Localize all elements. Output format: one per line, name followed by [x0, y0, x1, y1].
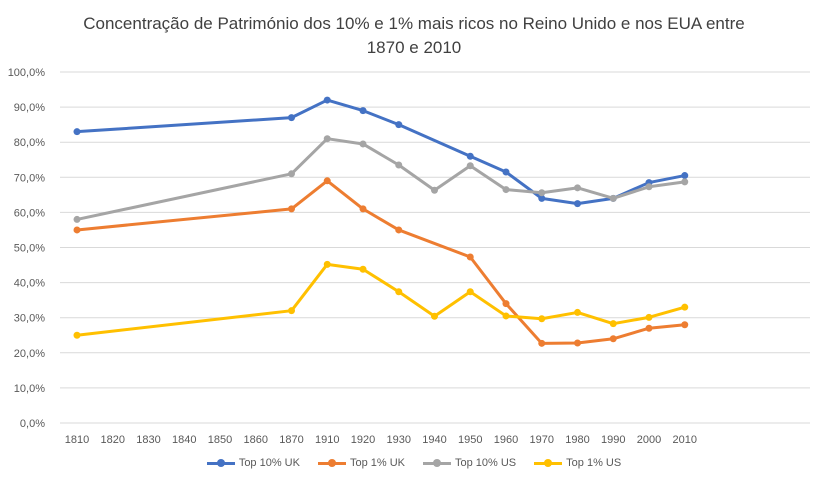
data-point: [73, 215, 81, 223]
legend-swatch: [534, 458, 563, 468]
data-point: [645, 183, 653, 191]
data-point: [395, 288, 403, 296]
y-tick-label: 30,0%: [14, 313, 45, 325]
x-tick-label: 1830: [136, 434, 160, 446]
series-line-top-10-uk: [76, 98, 686, 206]
data-point: [288, 307, 295, 315]
chart-title-line-1: Concentração de Património dos 10% e 1% …: [83, 14, 745, 33]
data-point: [359, 107, 367, 115]
legend-swatch: [317, 458, 346, 468]
x-tick-label: 1940: [422, 434, 446, 446]
data-point: [609, 194, 617, 202]
x-tick-label: 1980: [565, 434, 589, 446]
data-point: [645, 324, 653, 332]
data-point: [431, 186, 438, 194]
x-tick-label: 1990: [601, 434, 625, 446]
x-tick-label: 1820: [101, 434, 125, 446]
data-point: [395, 121, 403, 129]
data-point: [73, 331, 81, 339]
data-point: [359, 205, 367, 213]
data-point: [359, 265, 367, 273]
data-point: [574, 339, 581, 347]
data-point: [681, 303, 689, 311]
legend-item: Top 10% UK: [206, 457, 300, 469]
y-tick-label: 40,0%: [14, 278, 45, 290]
chart-title-line-2: 1870 e 2010: [366, 38, 462, 57]
data-point: [574, 308, 581, 316]
data-point: [288, 205, 295, 213]
legend-item: Top 1% US: [534, 457, 621, 469]
x-tick-label: 1960: [494, 434, 518, 446]
legend-swatch: [206, 458, 235, 468]
y-tick-label: 0,0%: [20, 418, 45, 430]
x-tick-label: 1920: [351, 434, 375, 446]
data-point: [359, 140, 367, 148]
data-point: [681, 172, 689, 180]
data-point: [538, 194, 546, 202]
data-point: [538, 315, 546, 323]
data-point: [395, 226, 403, 234]
data-point: [288, 114, 295, 122]
data-point: [609, 335, 617, 343]
data-point: [288, 170, 295, 178]
y-tick-label: 80,0%: [14, 137, 45, 149]
data-point: [323, 260, 331, 268]
data-point: [466, 162, 474, 170]
x-tick-label: 1810: [65, 434, 89, 446]
series-line-top-1-us: [76, 262, 686, 337]
data-point: [538, 189, 546, 197]
y-tick-label: 100,0%: [8, 67, 46, 79]
data-point: [502, 186, 510, 194]
data-point: [502, 168, 510, 176]
y-tick-label: 10,0%: [14, 383, 45, 395]
y-tick-label: 90,0%: [14, 102, 45, 114]
x-tick-label: 2000: [637, 434, 661, 446]
data-point: [502, 312, 510, 320]
x-tick-label: 1850: [208, 434, 232, 446]
x-tick-label: 1930: [387, 434, 411, 446]
data-point: [466, 288, 474, 296]
y-tick-label: 70,0%: [14, 172, 45, 184]
x-tick-label: 1840: [172, 434, 196, 446]
chart-title: Concentração de Património dos 10% e 1% …: [0, 12, 828, 60]
x-tick-label: 1970: [530, 434, 554, 446]
x-tick-label: 2010: [673, 434, 697, 446]
data-point: [431, 312, 438, 320]
x-tick-label: 1950: [458, 434, 482, 446]
legend: Top 10% UK Top 1% UK Top 10% US Top 1% US: [0, 457, 828, 469]
legend-label: Top 1% UK: [349, 457, 405, 469]
data-point: [395, 161, 403, 169]
series-line-top-1-uk: [76, 179, 685, 345]
legend-label: Top 10% UK: [238, 457, 300, 469]
legend-label: Top 1% US: [566, 457, 622, 469]
x-tick-label: 1870: [279, 434, 303, 446]
data-point: [502, 300, 510, 308]
data-point: [466, 152, 474, 160]
data-point: [574, 184, 581, 192]
legend-item: Top 10% US: [423, 457, 516, 469]
data-point: [645, 313, 653, 321]
data-point: [681, 178, 689, 186]
y-tick-label: 60,0%: [14, 207, 45, 219]
legend-label: Top 10% US: [455, 457, 517, 469]
data-point: [323, 96, 331, 104]
data-point: [681, 321, 689, 329]
data-point: [73, 128, 81, 136]
x-tick-label: 1860: [244, 434, 268, 446]
data-point: [538, 339, 546, 347]
series-line-top-10-us: [76, 137, 685, 221]
data-point: [323, 177, 331, 185]
legend-swatch: [423, 458, 451, 468]
data-point: [323, 135, 331, 143]
data-point: [609, 320, 617, 328]
y-tick-label: 20,0%: [14, 348, 45, 360]
x-tick-label: 1910: [315, 434, 339, 446]
data-point: [73, 226, 81, 234]
legend-item: Top 1% UK: [317, 457, 405, 469]
data-point: [574, 200, 581, 208]
y-tick-label: 50,0%: [14, 243, 45, 255]
data-point: [466, 253, 474, 261]
